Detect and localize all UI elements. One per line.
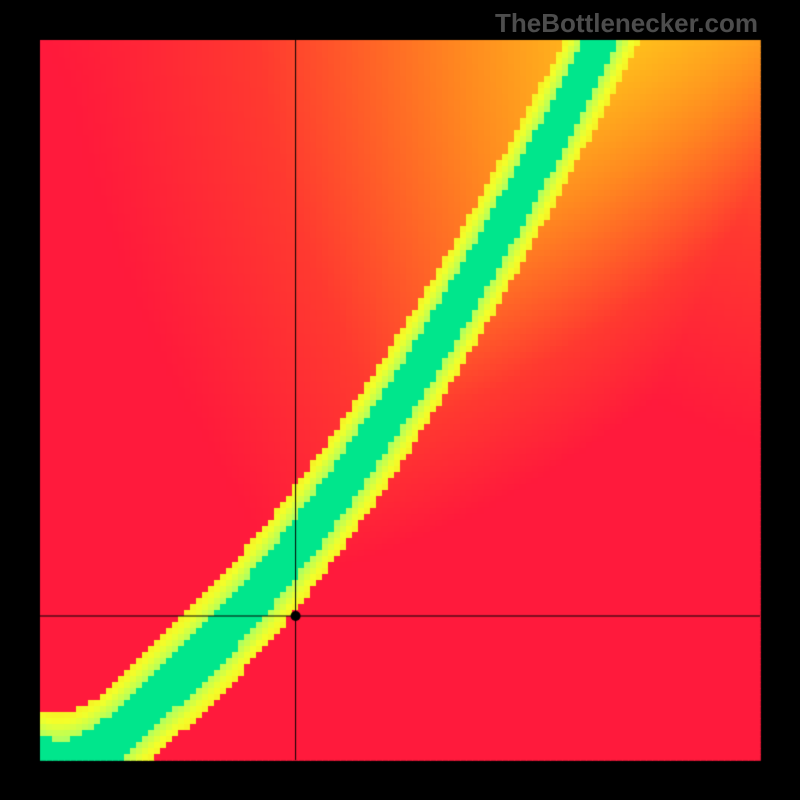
- bottleneck-heatmap: [0, 0, 800, 800]
- watermark-text: TheBottlenecker.com: [495, 8, 758, 39]
